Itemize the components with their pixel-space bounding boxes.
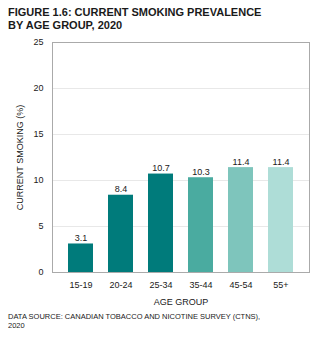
svg-text:45-54: 45-54 <box>229 280 252 290</box>
html-text:BY AGE GROUP, 2020: BY AGE GROUP, 2020 <box>8 19 123 31</box>
html-text:DATA SOURCE: CANADIAN TOBACCO: DATA SOURCE: CANADIAN TOBACCO AND NICOTI… <box>8 312 261 330</box>
svg-text:20: 20 <box>33 83 43 93</box>
svg-text:35-44: 35-44 <box>189 280 212 290</box>
svg-text:55+: 55+ <box>273 280 288 290</box>
svg-text:5: 5 <box>38 221 43 231</box>
svg-text:11.4: 11.4 <box>273 157 290 167</box>
svg-text:AGE GROUP: AGE GROUP <box>154 297 209 307</box>
svg-text:0: 0 <box>38 267 43 277</box>
svg-text:15: 15 <box>33 129 43 139</box>
svg-text:10.7: 10.7 <box>152 163 170 173</box>
html-text:FIGURE 1.6: CURRENT SMOKING PR: FIGURE 1.6: CURRENT SMOKING PREVALENCE <box>8 6 262 18</box>
svg-text:3.1: 3.1 <box>75 233 88 243</box>
svg-text:CURRENT SMOKING (%): CURRENT SMOKING (%) <box>15 105 25 210</box>
svg-text:25-34: 25-34 <box>149 280 172 290</box>
svg-text:10.3: 10.3 <box>192 167 210 177</box>
svg-text:8.4: 8.4 <box>115 184 128 194</box>
svg-text:20-24: 20-24 <box>109 280 132 290</box>
svg-text:11.4: 11.4 <box>233 157 250 167</box>
svg-text:10: 10 <box>33 175 43 185</box>
svg-text:15-19: 15-19 <box>69 280 92 290</box>
svg-text:25: 25 <box>33 37 43 47</box>
